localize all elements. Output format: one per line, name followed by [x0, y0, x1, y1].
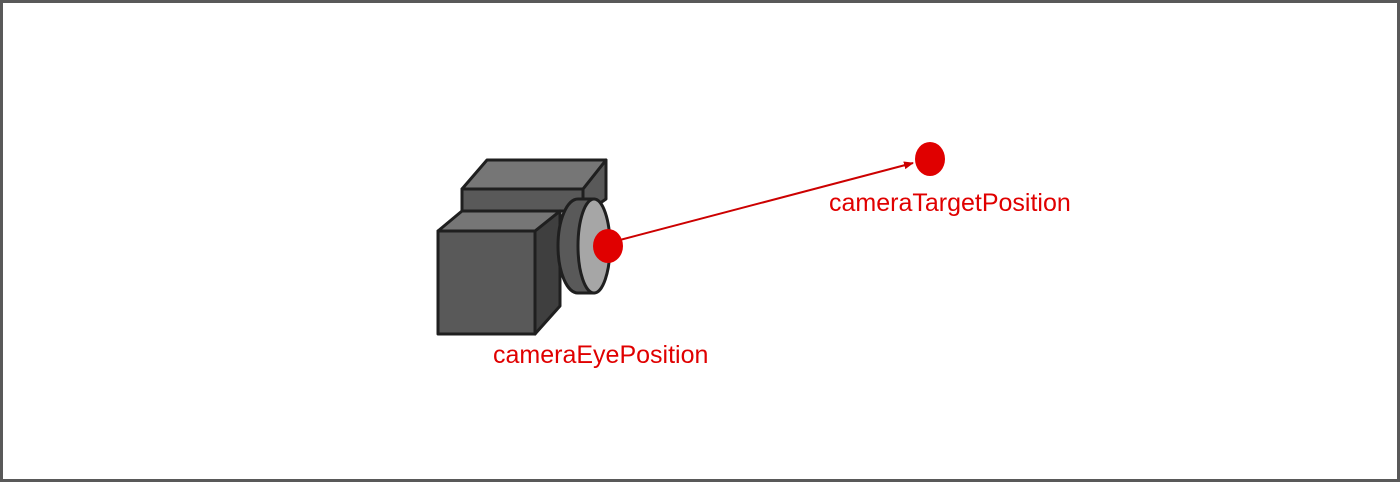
- camera-eye-point: [593, 229, 623, 263]
- camera-viewfinder-top: [460, 158, 608, 191]
- camera-body-front: [436, 229, 537, 336]
- camera-target-label: cameraTargetPosition: [829, 189, 1071, 217]
- look-direction-arrow: [615, 161, 914, 242]
- camera-target-point: [915, 142, 945, 176]
- diagram-svg: [436, 142, 945, 336]
- camera-icon: [436, 158, 612, 336]
- camera-eye-label: cameraEyePosition: [493, 341, 709, 369]
